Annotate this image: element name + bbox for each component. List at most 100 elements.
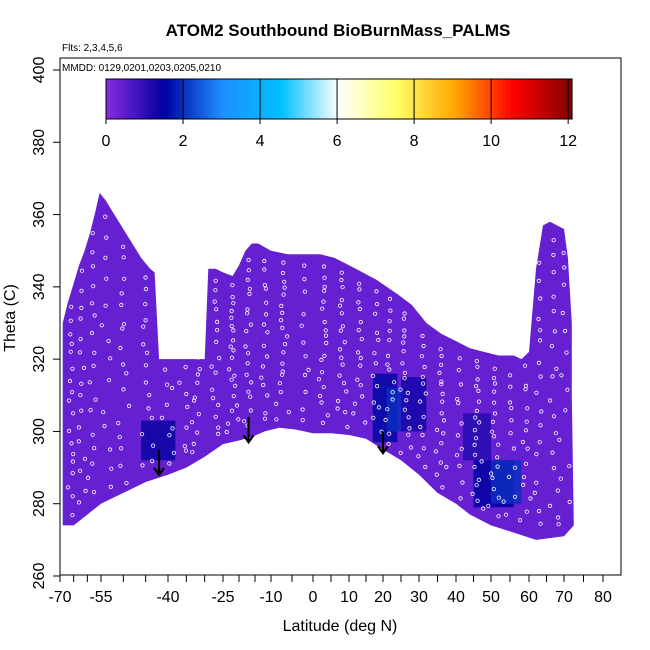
- sample-point: [229, 408, 235, 413]
- sample-point: [387, 338, 392, 343]
- x-tick-label: 40: [447, 589, 465, 606]
- sample-point: [339, 277, 344, 283]
- colorbar-cell: [463, 79, 468, 119]
- sample-point: [322, 275, 327, 280]
- sample-point: [183, 448, 189, 453]
- sample-point: [182, 443, 187, 449]
- sample-point: [339, 270, 344, 275]
- sample-point: [230, 283, 235, 288]
- colorbar-cell: [354, 79, 360, 119]
- sample-point: [92, 445, 97, 451]
- sample-point: [385, 362, 390, 367]
- sample-point: [459, 446, 464, 451]
- colorbar-cell: [471, 79, 476, 119]
- sample-point: [523, 383, 529, 388]
- sample-point: [554, 366, 559, 371]
- sample-point: [517, 517, 523, 523]
- colorbar-cell: [222, 79, 227, 119]
- sample-point: [109, 466, 114, 471]
- sample-point: [79, 381, 84, 386]
- sample-point: [402, 311, 407, 316]
- sample-point: [406, 415, 411, 420]
- sample-point: [401, 316, 406, 321]
- sample-point: [299, 323, 304, 328]
- sample-point: [278, 317, 284, 323]
- sample-point: [491, 434, 497, 439]
- sample-point: [245, 307, 250, 312]
- sample-point: [69, 389, 75, 395]
- sample-point: [166, 292, 171, 298]
- sample-point: [417, 399, 423, 404]
- colorbar-cell: [203, 79, 208, 119]
- colorbar-cell: [179, 79, 185, 119]
- sample-point: [508, 384, 513, 389]
- colorbar-cell: [327, 79, 332, 119]
- sample-point: [164, 402, 169, 407]
- x-axis-label: Latitude (deg N): [283, 618, 398, 635]
- sample-point: [420, 381, 426, 386]
- colorbar-cell: [168, 79, 173, 119]
- sample-point: [324, 340, 329, 346]
- sample-point: [496, 495, 501, 500]
- colorbar-cell: [362, 79, 367, 119]
- sample-point: [344, 389, 349, 394]
- sample-point: [211, 395, 216, 401]
- sample-point: [213, 288, 218, 293]
- sample-point: [387, 296, 393, 301]
- sample-point: [248, 408, 253, 413]
- enhanced-patch: [386, 388, 401, 432]
- colorbar-cell: [315, 79, 321, 119]
- sample-point: [547, 398, 553, 403]
- x-tick-label: 50: [482, 589, 500, 606]
- sample-point: [521, 482, 526, 487]
- sample-point: [79, 408, 84, 413]
- sample-point: [537, 440, 542, 445]
- sample-point: [496, 442, 501, 447]
- colorbar-cell: [148, 79, 154, 119]
- sample-point: [538, 521, 543, 526]
- sample-point: [316, 377, 321, 382]
- sample-point: [534, 390, 539, 395]
- sample-point: [196, 355, 201, 360]
- sample-point: [184, 391, 189, 397]
- sample-point: [302, 276, 307, 282]
- sample-point: [127, 403, 132, 408]
- sample-point: [374, 330, 380, 335]
- sample-point: [244, 372, 249, 377]
- sample-point: [441, 418, 447, 423]
- sample-point: [234, 403, 240, 408]
- sample-point: [490, 475, 495, 480]
- sample-point: [407, 426, 412, 431]
- sample-point: [476, 399, 481, 404]
- sample-point: [532, 490, 537, 495]
- sample-point: [300, 407, 305, 412]
- colorbar-cell: [164, 79, 169, 119]
- sample-point: [319, 400, 324, 405]
- sample-point: [245, 277, 250, 282]
- sample-point: [242, 419, 247, 424]
- sample-point: [565, 387, 570, 392]
- colorbar-cell: [226, 79, 231, 119]
- sample-point: [185, 404, 190, 409]
- sample-point: [68, 332, 73, 337]
- sample-point: [151, 443, 156, 448]
- sample-point: [247, 286, 252, 291]
- sample-point: [512, 494, 518, 499]
- sample-point: [121, 387, 126, 392]
- colorbar-cell: [199, 79, 204, 119]
- sample-point: [339, 297, 344, 303]
- colorbar-cell: [490, 79, 495, 119]
- sample-point: [92, 350, 97, 355]
- sample-point: [539, 409, 544, 414]
- sample-point: [491, 486, 496, 492]
- colorbar-cell: [451, 79, 457, 119]
- sample-point: [263, 286, 268, 291]
- sample-point: [390, 397, 395, 402]
- sample-point: [460, 480, 465, 485]
- sample-point: [262, 267, 267, 272]
- sample-point: [550, 450, 555, 455]
- sample-point: [165, 382, 170, 387]
- colorbar-cell: [350, 79, 356, 119]
- sample-point: [121, 255, 126, 260]
- sample-point: [472, 452, 478, 457]
